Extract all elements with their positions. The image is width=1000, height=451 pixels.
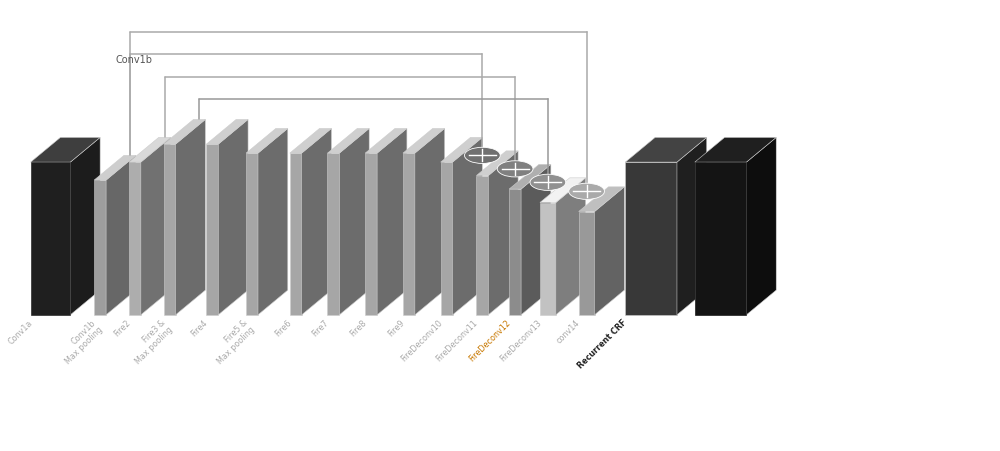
- Polygon shape: [441, 138, 482, 163]
- Polygon shape: [403, 129, 445, 154]
- Text: FireDeconv11: FireDeconv11: [435, 318, 480, 362]
- Polygon shape: [365, 154, 377, 315]
- Polygon shape: [246, 154, 258, 315]
- Polygon shape: [365, 129, 407, 154]
- Polygon shape: [206, 120, 248, 145]
- Polygon shape: [290, 154, 302, 315]
- Polygon shape: [31, 138, 100, 163]
- Polygon shape: [540, 203, 556, 315]
- Polygon shape: [746, 138, 776, 315]
- Text: Fire5 &
Max pooling: Fire5 & Max pooling: [209, 318, 257, 366]
- Polygon shape: [206, 145, 218, 315]
- Circle shape: [464, 148, 500, 164]
- Polygon shape: [302, 129, 331, 315]
- Text: Fire9: Fire9: [386, 318, 406, 337]
- Text: conv14: conv14: [555, 318, 582, 345]
- Text: Fire2: Fire2: [112, 318, 132, 337]
- Polygon shape: [695, 138, 776, 163]
- Polygon shape: [441, 163, 453, 315]
- Polygon shape: [31, 163, 70, 315]
- Polygon shape: [290, 129, 331, 154]
- Polygon shape: [327, 129, 369, 154]
- Circle shape: [530, 175, 566, 191]
- Polygon shape: [129, 138, 171, 163]
- Polygon shape: [695, 163, 746, 315]
- Polygon shape: [141, 138, 171, 315]
- Text: Fire6: Fire6: [273, 318, 293, 337]
- Circle shape: [569, 184, 604, 200]
- Polygon shape: [246, 129, 288, 154]
- Polygon shape: [595, 188, 624, 315]
- Polygon shape: [258, 129, 288, 315]
- Polygon shape: [403, 154, 415, 315]
- Text: Conv1b
Max pooling: Conv1b Max pooling: [57, 318, 105, 366]
- Polygon shape: [476, 152, 518, 176]
- Text: Fire7: Fire7: [311, 318, 331, 337]
- Polygon shape: [540, 179, 586, 203]
- Text: Fire3 &
Max pooling: Fire3 & Max pooling: [126, 318, 174, 366]
- Polygon shape: [509, 165, 551, 189]
- Text: Conv1a: Conv1a: [6, 318, 34, 345]
- Polygon shape: [94, 181, 106, 315]
- Polygon shape: [453, 138, 482, 315]
- Polygon shape: [94, 156, 136, 181]
- Polygon shape: [677, 138, 707, 315]
- Text: FireDeconv13: FireDeconv13: [498, 318, 543, 362]
- Polygon shape: [625, 138, 707, 163]
- Polygon shape: [556, 179, 586, 315]
- Polygon shape: [509, 189, 521, 315]
- Polygon shape: [176, 120, 205, 315]
- Polygon shape: [106, 156, 136, 315]
- Polygon shape: [164, 120, 205, 145]
- Polygon shape: [31, 163, 70, 315]
- Polygon shape: [695, 163, 746, 315]
- Polygon shape: [625, 163, 677, 315]
- Polygon shape: [339, 129, 369, 315]
- Text: FireDeconv10: FireDeconv10: [399, 318, 444, 362]
- Polygon shape: [164, 145, 176, 315]
- Text: FireDeconv12: FireDeconv12: [467, 318, 513, 363]
- Circle shape: [497, 161, 533, 178]
- Polygon shape: [218, 120, 248, 315]
- Polygon shape: [579, 188, 624, 212]
- Text: Conv1b: Conv1b: [115, 55, 152, 64]
- Text: Recurrent CRF: Recurrent CRF: [576, 318, 629, 370]
- Polygon shape: [70, 138, 100, 315]
- Polygon shape: [377, 129, 407, 315]
- Polygon shape: [476, 176, 488, 315]
- Polygon shape: [129, 163, 141, 315]
- Polygon shape: [579, 212, 595, 315]
- Polygon shape: [327, 154, 339, 315]
- Polygon shape: [415, 129, 445, 315]
- Polygon shape: [521, 165, 551, 315]
- Polygon shape: [488, 152, 518, 315]
- Text: Fire8: Fire8: [349, 318, 369, 337]
- Text: Fire4: Fire4: [190, 318, 210, 337]
